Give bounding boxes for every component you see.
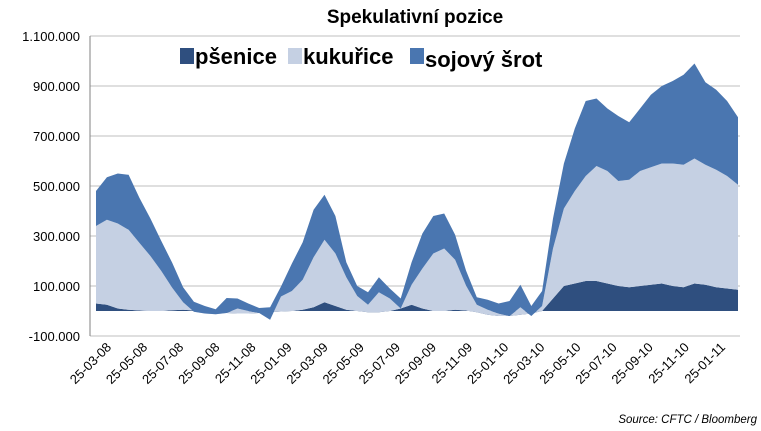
series-areas (96, 63, 738, 320)
x-axis: 25-03-0825-05-0825-07-0825-09-0825-11-08… (67, 340, 728, 387)
legend-swatch-psenice (180, 48, 194, 64)
area-series-2 (96, 63, 738, 320)
legend: pšenice kukuřice sojový šrot (180, 44, 543, 72)
y-tick-label: 500.000 (33, 179, 80, 194)
legend-label-psenice: pšenice (195, 44, 277, 69)
y-tick-label: 700.000 (33, 129, 80, 144)
y-tick-label: 900.000 (33, 79, 80, 94)
y-tick-label: 1.100.000 (22, 29, 80, 44)
chart-title: Spekulativní pozice (327, 7, 503, 28)
legend-swatch-sojovy-srot (410, 48, 424, 64)
y-tick-label: 100.000 (33, 279, 80, 294)
area-series-1 (96, 158, 738, 320)
legend-label-kukurice: kukuřice (303, 44, 394, 69)
legend-label-sojovy-srot: sojový šrot (425, 47, 543, 72)
legend-swatch-kukurice (288, 48, 302, 64)
source-note: Source: CFTC / Bloomberg (618, 414, 757, 426)
y-tick-label: 300.000 (33, 229, 80, 244)
area-series-0 (96, 281, 738, 316)
y-axis: 1.100.000 900.000 700.000 500.000 300.000 100… (22, 29, 91, 344)
y-tick-label: -100.000 (29, 329, 80, 344)
